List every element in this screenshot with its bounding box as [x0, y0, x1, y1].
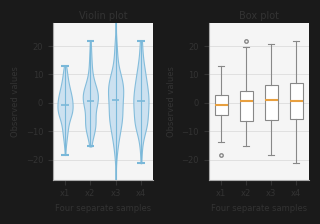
PathPatch shape [265, 85, 277, 120]
Y-axis label: Observed values: Observed values [167, 66, 176, 137]
Title: Violin plot: Violin plot [79, 11, 127, 21]
X-axis label: Four separate samples: Four separate samples [55, 204, 151, 213]
X-axis label: Four separate samples: Four separate samples [211, 204, 307, 213]
PathPatch shape [215, 95, 228, 115]
PathPatch shape [290, 83, 303, 119]
Title: Box plot: Box plot [239, 11, 279, 21]
PathPatch shape [240, 91, 252, 121]
Y-axis label: Observed values: Observed values [11, 66, 20, 137]
